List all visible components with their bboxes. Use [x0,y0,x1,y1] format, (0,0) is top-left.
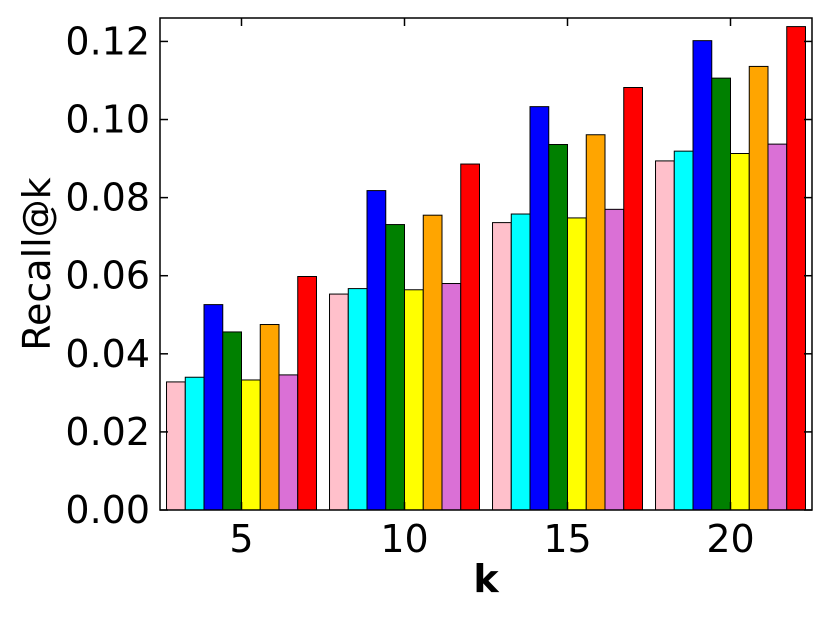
bar-series6-k10 [422,214,443,511]
bar-series7-k5 [278,374,299,511]
bar-series2-k5 [184,376,205,511]
bar-series4-k10 [385,224,405,511]
bar-series5-k10 [404,289,424,511]
bar-series2-k15 [510,213,531,511]
y-tick-label: 0.10 [65,98,150,142]
bar-series1-k10 [329,293,349,511]
bar-series8-k15 [623,87,643,511]
x-tick-label: 5 [229,517,253,561]
y-tick-label: 0.06 [65,254,150,298]
y-tick-label: 0.04 [65,332,150,376]
bar-series1-k15 [492,222,512,511]
bar-series5-k20 [730,153,750,511]
bar-series3-k20 [692,40,713,511]
y-tick-label: 0.08 [65,176,150,220]
bar-series7-k10 [441,283,462,511]
bar-series6-k20 [748,65,769,511]
y-tick-label: 0.00 [65,488,150,532]
y-tick-label: 0.02 [65,410,150,454]
y-axis-ticks: 0.00 0.02 0.04 0.06 0.08 0.10 0.12 [65,19,812,532]
bar-series8-k20 [786,26,806,511]
bar-series4-k5 [222,331,242,511]
bar-series6-k15 [585,134,606,511]
y-tick-label: 0.12 [65,19,150,63]
x-axis-label: k [473,557,499,601]
bar-series4-k20 [711,77,731,511]
bar-series2-k20 [673,150,694,511]
bar-series4-k15 [548,144,568,511]
bar-series3-k5 [203,304,224,511]
bar-series6-k5 [259,324,280,511]
bar-series8-k5 [297,276,317,511]
bar-series8-k10 [460,163,480,511]
bars-group [166,26,806,511]
bar-series2-k10 [347,288,368,511]
bar-series1-k20 [655,160,675,511]
bar-series1-k5 [166,381,186,511]
plot-frame [159,17,813,511]
x-tick-label: 10 [380,517,428,561]
x-tick-label: 15 [543,517,591,561]
bar-series3-k10 [366,190,387,511]
bar-series5-k15 [567,217,587,511]
bar-series3-k15 [529,106,550,511]
x-axis-ticks: 5 10 15 20 [229,18,755,561]
x-tick-label: 20 [706,517,754,561]
bar-series7-k20 [767,143,788,511]
bar-series7-k15 [604,208,625,511]
bar-series5-k5 [241,379,261,511]
y-axis-label: Recall@k [15,177,59,350]
